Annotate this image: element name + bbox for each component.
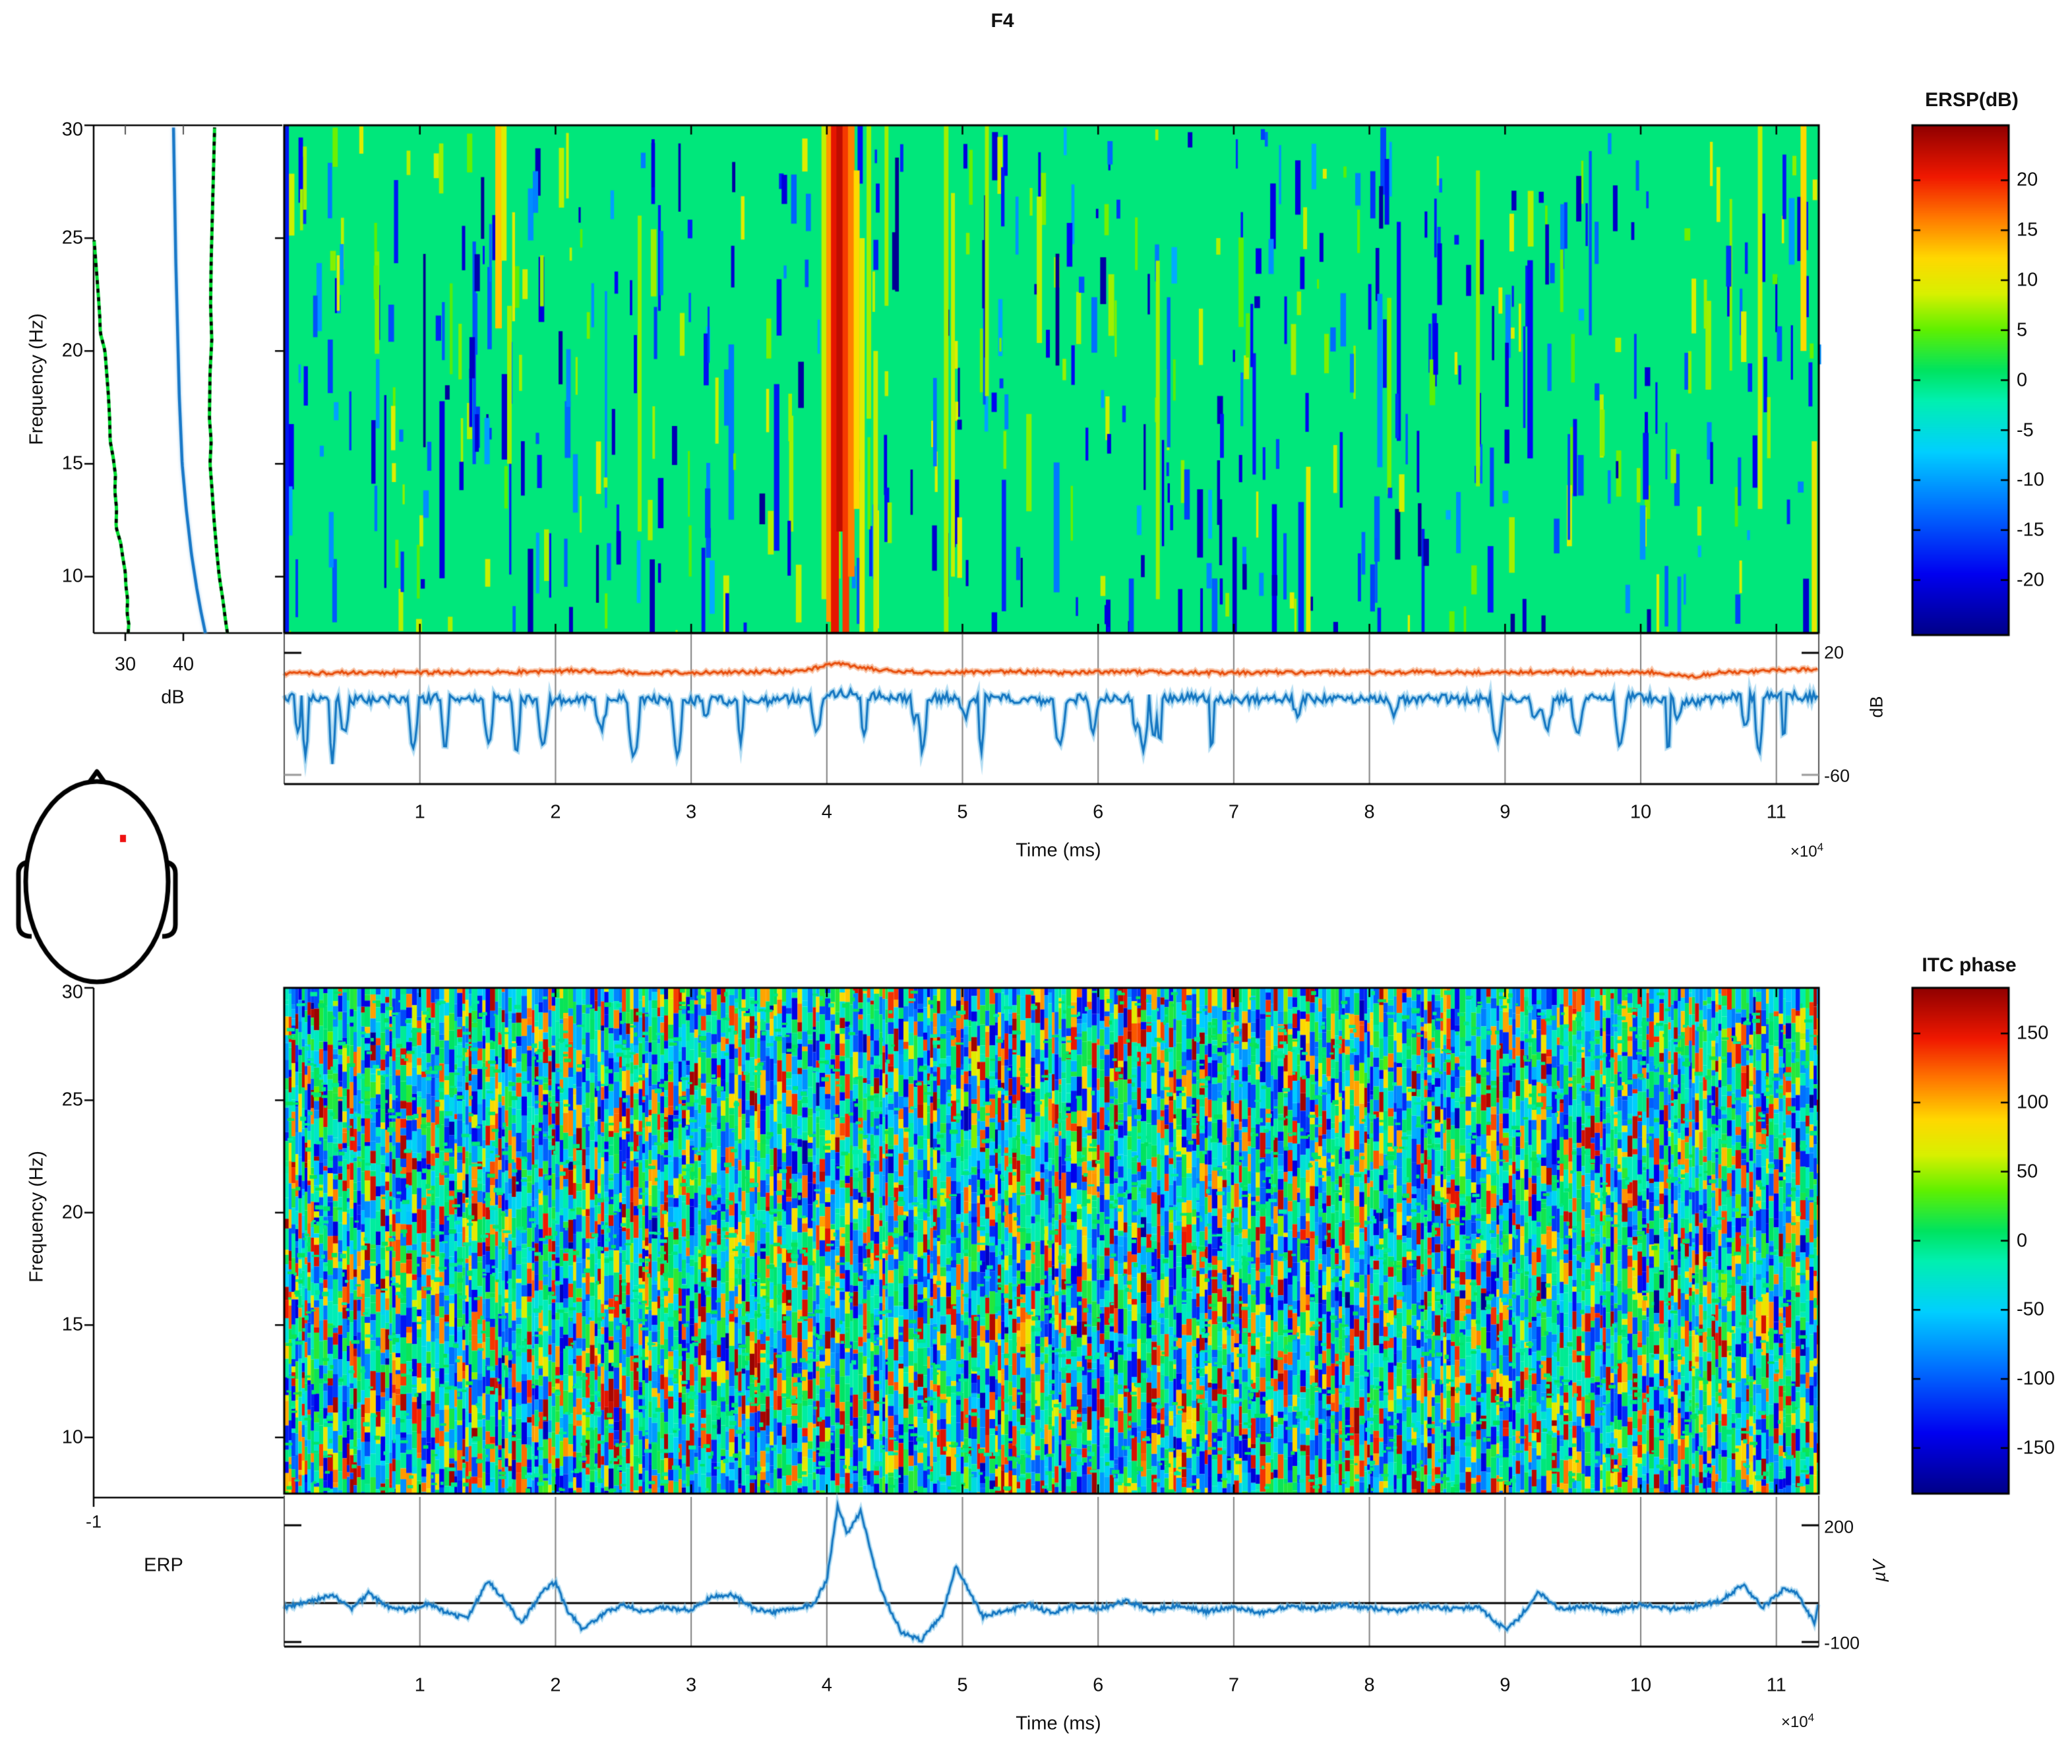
exponent-base: ×10 xyxy=(1790,843,1817,861)
ersp-time-tick-label: 1 xyxy=(414,801,425,823)
erp-time-tick-label: 7 xyxy=(1228,1674,1239,1696)
ersp-time-exponent: ×104 xyxy=(1790,841,1823,860)
ersp-time-tick-label: 4 xyxy=(821,801,832,823)
exponent-power: 4 xyxy=(1817,841,1824,853)
itc-colorbar-tick-label: -50 xyxy=(2017,1298,2044,1320)
ersp-freq-tick-label: 20 xyxy=(61,340,83,361)
erp-time-tick-label: 6 xyxy=(1093,1674,1104,1696)
ersp-colorbar-tick-label: -10 xyxy=(2017,469,2044,491)
exponent-base: ×10 xyxy=(1781,1713,1808,1731)
erp-time-tick-label: 5 xyxy=(957,1674,968,1696)
envelope-db-tick-label: -60 xyxy=(1824,766,1850,786)
itc-colorbar-title: ITC phase xyxy=(1922,954,2017,976)
itc-colorbar-tick-label: 50 xyxy=(2017,1161,2038,1182)
ersp-time-tick-label: 11 xyxy=(1766,801,1786,823)
erp-time-tick-label: 11 xyxy=(1766,1674,1786,1696)
itc-freq-axis-label: Frequency (Hz) xyxy=(26,1151,47,1283)
itc-freq-tick-label: 10 xyxy=(61,1426,83,1448)
ersp-time-tick-label: 3 xyxy=(686,801,697,823)
ersp-freq-tick-label: 25 xyxy=(61,227,83,249)
baseline-tick-label: -1 xyxy=(85,1511,102,1532)
ersp-colorbar-tick-label: -5 xyxy=(2017,419,2034,441)
ersp-time-tick-label: 9 xyxy=(1500,801,1511,823)
ersp-freq-tick-label: 10 xyxy=(61,565,83,587)
ersp-colorbar-title: ERSP(dB) xyxy=(1925,89,2019,111)
ersp-time-tick-label: 5 xyxy=(957,801,968,823)
itc-colorbar-tick-label: 0 xyxy=(2017,1230,2028,1252)
erp-time-tick-label: 1 xyxy=(414,1674,425,1696)
itc-freq-tick-label: 25 xyxy=(61,1089,83,1110)
ersp-time-tick-label: 8 xyxy=(1364,801,1375,823)
itc-colorbar-tick-label: -100 xyxy=(2017,1368,2056,1389)
erp-time-tick-label: 10 xyxy=(1630,1674,1652,1696)
ersp-time-tick-label: 7 xyxy=(1228,801,1239,823)
erp-time-exponent: ×104 xyxy=(1781,1712,1814,1730)
ersp-time-tick-label: 6 xyxy=(1093,801,1104,823)
ersp-colorbar-tick-label: 20 xyxy=(2017,169,2038,191)
erp-uv-tick-label: 200 xyxy=(1824,1517,1854,1537)
ersp-freq-axis-label: Frequency (Hz) xyxy=(26,313,47,445)
ersp-time-tick-label: 10 xyxy=(1630,801,1652,823)
spectrum-db-tick-label: 40 xyxy=(172,654,195,675)
itc-freq-tick-label: 15 xyxy=(61,1314,83,1335)
itc-colorbar-tick-label: -150 xyxy=(2017,1437,2056,1459)
erp-uv-axis-label: µV xyxy=(1869,1560,1889,1582)
itc-freq-tick-label: 20 xyxy=(61,1201,83,1223)
figure-title: F4 xyxy=(990,10,1014,32)
ersp-colorbar-tick-label: 5 xyxy=(2017,319,2028,341)
ersp-time-axis-label: Time (ms) xyxy=(1016,839,1101,861)
spectrum-db-tick-label: 30 xyxy=(114,654,137,675)
ersp-colorbar-tick-label: 15 xyxy=(2017,219,2038,241)
erp-time-tick-label: 3 xyxy=(686,1674,697,1696)
ersp-colorbar-tick-label: -20 xyxy=(2017,569,2044,591)
erp-uv-tick-label: -100 xyxy=(1824,1633,1860,1653)
spectrum-db-axis-label: dB xyxy=(161,686,185,708)
ersp-colorbar-tick-label: 10 xyxy=(2017,269,2038,291)
envelope-db-tick-label: 20 xyxy=(1824,642,1844,663)
erp-time-tick-label: 8 xyxy=(1364,1674,1375,1696)
envelope-db-axis-label: dB xyxy=(1866,696,1887,718)
ersp-freq-tick-label: 15 xyxy=(61,452,83,474)
erp-time-tick-label: 9 xyxy=(1500,1674,1511,1696)
ersp-time-tick-label: 2 xyxy=(550,801,561,823)
itc-colorbar-tick-label: 150 xyxy=(2017,1022,2049,1044)
erp-panel-label: ERP xyxy=(144,1554,183,1576)
erp-time-tick-label: 2 xyxy=(550,1674,561,1696)
erp-time-tick-label: 4 xyxy=(821,1674,832,1696)
ersp-freq-tick-label: 30 xyxy=(61,119,83,140)
itc-freq-tick-label: 30 xyxy=(61,981,83,1003)
ersp-colorbar-tick-label: -15 xyxy=(2017,519,2044,541)
itc-colorbar-tick-label: 100 xyxy=(2017,1091,2049,1113)
ersp-colorbar-tick-label: 0 xyxy=(2017,369,2028,391)
exponent-power: 4 xyxy=(1808,1711,1815,1724)
erp-time-axis-label: Time (ms) xyxy=(1016,1713,1101,1734)
